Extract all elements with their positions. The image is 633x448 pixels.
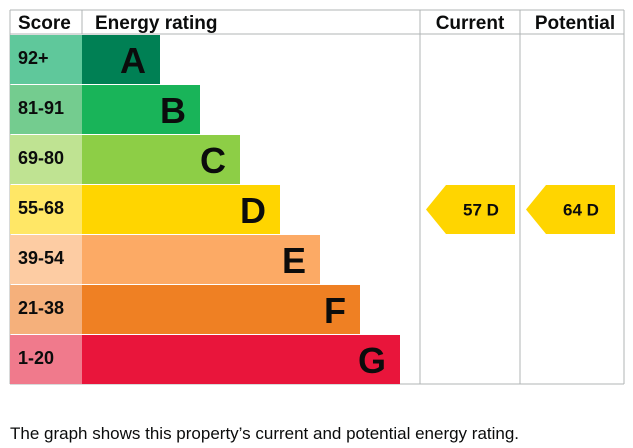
rating-bar-a bbox=[82, 35, 160, 84]
score-cell-c bbox=[10, 135, 82, 184]
rating-bar-f bbox=[82, 285, 360, 334]
score-range-c: 69-80 bbox=[18, 148, 64, 168]
band-c: 69-80 C bbox=[10, 135, 240, 184]
band-f: 21-38 F bbox=[10, 285, 360, 334]
current-rating-label: 57 D bbox=[463, 201, 499, 220]
score-range-d: 55-68 bbox=[18, 198, 64, 218]
current-rating-marker: 57 D bbox=[426, 185, 515, 234]
rating-letter-d: D bbox=[240, 190, 266, 231]
score-cell-f bbox=[10, 285, 82, 334]
rating-bar-c bbox=[82, 135, 240, 184]
rating-bar-e bbox=[82, 235, 320, 284]
score-range-g: 1-20 bbox=[18, 348, 54, 368]
rating-letter-c: C bbox=[200, 140, 226, 181]
score-cell-e bbox=[10, 235, 82, 284]
score-range-f: 21-38 bbox=[18, 298, 64, 318]
potential-rating-marker: 64 D bbox=[526, 185, 615, 234]
band-a: 92+ A bbox=[10, 35, 160, 84]
rating-letter-f: F bbox=[324, 290, 346, 331]
current-marker-arrow bbox=[426, 185, 515, 234]
header-potential: Potential bbox=[535, 13, 615, 34]
header-energy-rating: Energy rating bbox=[95, 13, 217, 34]
band-b: 81-91 B bbox=[10, 85, 200, 134]
rating-letter-g: G bbox=[358, 340, 386, 381]
header-current: Current bbox=[436, 13, 505, 34]
rating-bar-d bbox=[82, 185, 280, 234]
header-score: Score bbox=[18, 13, 71, 34]
band-g: 1-20 G bbox=[10, 335, 400, 384]
chart-caption: The graph shows this property’s current … bbox=[10, 424, 520, 443]
score-range-b: 81-91 bbox=[18, 98, 64, 118]
score-cell-b bbox=[10, 85, 82, 134]
potential-rating-label: 64 D bbox=[563, 201, 599, 220]
band-d: 55-68 D bbox=[10, 185, 280, 234]
rating-letter-e: E bbox=[282, 240, 306, 281]
score-cell-a bbox=[10, 35, 82, 84]
score-cell-d bbox=[10, 185, 82, 234]
rating-letter-b: B bbox=[160, 90, 186, 131]
score-range-e: 39-54 bbox=[18, 248, 64, 268]
rating-bar-b bbox=[82, 85, 200, 134]
epc-chart: Score Energy rating Current Potential 92… bbox=[9, 9, 625, 385]
rating-markers: 57 D 64 D bbox=[426, 185, 615, 234]
rating-bar-g bbox=[82, 335, 400, 384]
potential-marker-arrow bbox=[526, 185, 615, 234]
rating-bands: 92+ A 81-91 B 69-80 C 55-68 D 39-54 E 21-38 F 1-20 G bbox=[10, 35, 400, 384]
score-cell-g bbox=[10, 335, 82, 384]
band-e: 39-54 E bbox=[10, 235, 320, 284]
score-range-a: 92+ bbox=[18, 48, 49, 68]
rating-letter-a: A bbox=[120, 40, 146, 81]
